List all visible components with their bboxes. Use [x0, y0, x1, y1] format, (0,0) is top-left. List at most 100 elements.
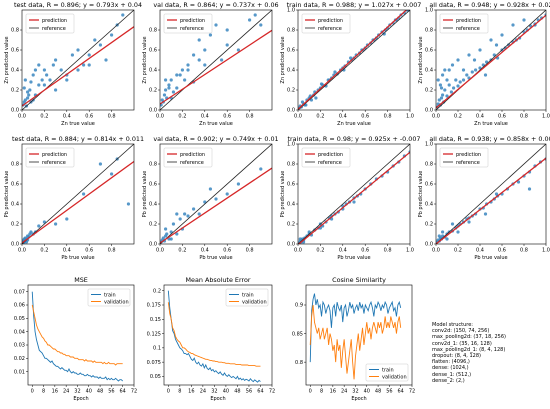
data-point — [33, 68, 38, 72]
x-axis-label: Zn true value — [199, 121, 233, 127]
x-tick-label: 0.6 — [223, 114, 231, 120]
legend-label-reference: reference — [42, 26, 66, 32]
data-point — [70, 53, 74, 57]
x-tick-label: 0.4 — [63, 114, 71, 120]
y-tick-label: 0.8 — [149, 162, 157, 168]
chart-title: val data, R = 0.902; y = 0.749x + 0.01 — [153, 135, 278, 143]
data-point — [461, 68, 466, 72]
data-point — [450, 63, 455, 67]
y-axis-label: Pb predicted value — [4, 171, 10, 218]
x-tick-label: 0.6 — [498, 248, 506, 254]
legend-label-prediction: prediction — [318, 152, 343, 158]
data-point — [76, 68, 80, 72]
legend-label-validation: validation — [382, 375, 407, 381]
data-point — [522, 18, 526, 22]
x-tick-label: 0 — [309, 389, 312, 395]
data-point — [104, 58, 108, 62]
y-tick-label: 0.4 — [287, 202, 295, 208]
chart-panel: train data, R = 0.98; y = 0.925x + -0.00… — [280, 135, 420, 261]
legend-label-prediction: prediction — [42, 18, 67, 24]
x-tick-label: 0.4 — [201, 248, 209, 254]
x-tick-label: 1.0 — [406, 114, 414, 120]
x-tick-label: 0.8 — [246, 114, 254, 120]
data-point — [48, 78, 52, 82]
series-line-train — [31, 291, 123, 382]
data-point — [37, 63, 41, 67]
x-tick-label: 56 — [386, 389, 392, 395]
x-tick-label: 0.6 — [361, 114, 369, 120]
data-point — [169, 237, 173, 241]
plot-area — [22, 144, 134, 244]
y-tick-label: 0.2 — [11, 222, 19, 228]
series-line-validation — [309, 304, 402, 380]
series-line-validation — [167, 302, 261, 367]
y-tick-label: 0.0 — [149, 108, 157, 114]
reference-line — [160, 10, 272, 110]
y-tick-label: 0.4 — [287, 68, 295, 74]
data-point — [178, 73, 182, 77]
data-point — [500, 33, 504, 37]
y-tick-label: 0.0 — [425, 108, 433, 114]
chart-title: MSE — [74, 276, 88, 284]
data-point — [443, 68, 447, 72]
data-point — [445, 237, 449, 241]
legend-label-validation: validation — [104, 300, 129, 306]
data-point — [42, 83, 47, 87]
x-tick-label: 0.6 — [85, 114, 93, 120]
chart-panel: val data, R = 0.864; y = 0.737x + 0.06 Zn… — [142, 1, 279, 127]
x-tick-label: 0.0 — [156, 248, 164, 254]
y-tick-label: 0.6 — [11, 182, 19, 188]
y-tick-label: 0.4 — [425, 68, 433, 74]
data-point — [167, 86, 171, 90]
data-point — [472, 58, 477, 62]
data-point — [37, 224, 41, 228]
legend-label-reference: reference — [318, 26, 342, 32]
chart-panel: train data, R = 0.988; y = 1.027x + 0.00… — [280, 1, 421, 127]
y-axis-label: Zn predicted value — [280, 36, 286, 83]
y-tick-label: 0.125 — [147, 331, 161, 337]
data-point — [178, 217, 182, 221]
plot-area — [436, 144, 546, 244]
data-point — [494, 192, 499, 196]
model-structure-heading: Model structure: — [432, 322, 473, 328]
data-point — [511, 23, 515, 27]
data-point — [192, 53, 196, 57]
axes-frame — [435, 9, 547, 111]
x-tick-label: 72 — [409, 389, 415, 395]
data-point — [314, 96, 318, 100]
data-point — [437, 98, 441, 102]
x-tick-label: 0.8 — [384, 248, 392, 254]
data-point — [40, 78, 44, 82]
y-tick-label: 0.8 — [11, 28, 19, 34]
x-tick-label: 0.2 — [454, 114, 462, 120]
data-point — [37, 83, 41, 87]
x-axis-label: Epoch — [73, 396, 88, 402]
data-point — [467, 220, 471, 224]
data-point — [208, 33, 212, 37]
reference-line — [436, 144, 546, 244]
x-tick-label: 16 — [188, 389, 194, 395]
data-point — [456, 84, 460, 88]
y-tick-label: 0.2 — [425, 222, 433, 228]
x-tick-label: 64 — [257, 389, 263, 395]
legend-label-reference: reference — [456, 160, 480, 166]
data-point — [180, 68, 184, 72]
data-point — [175, 212, 179, 216]
x-tick-label: 48 — [97, 389, 103, 395]
model-structure-line: max_pooling2d: (37, 18, 256) — [432, 334, 506, 341]
reference-line — [298, 10, 410, 110]
data-point — [445, 78, 449, 82]
x-tick-label: 0.4 — [476, 114, 484, 120]
x-tick-label: 48 — [375, 389, 381, 395]
data-point — [441, 93, 445, 97]
data-point — [126, 202, 130, 206]
data-point — [467, 53, 471, 57]
x-tick-label: 0.0 — [432, 114, 440, 120]
x-tick-label: 64 — [120, 389, 126, 395]
data-point — [445, 94, 449, 98]
data-point — [439, 86, 444, 90]
data-point — [197, 212, 201, 216]
data-point — [93, 38, 97, 42]
y-tick-label: 0.04 — [14, 329, 25, 335]
data-point — [225, 192, 229, 196]
